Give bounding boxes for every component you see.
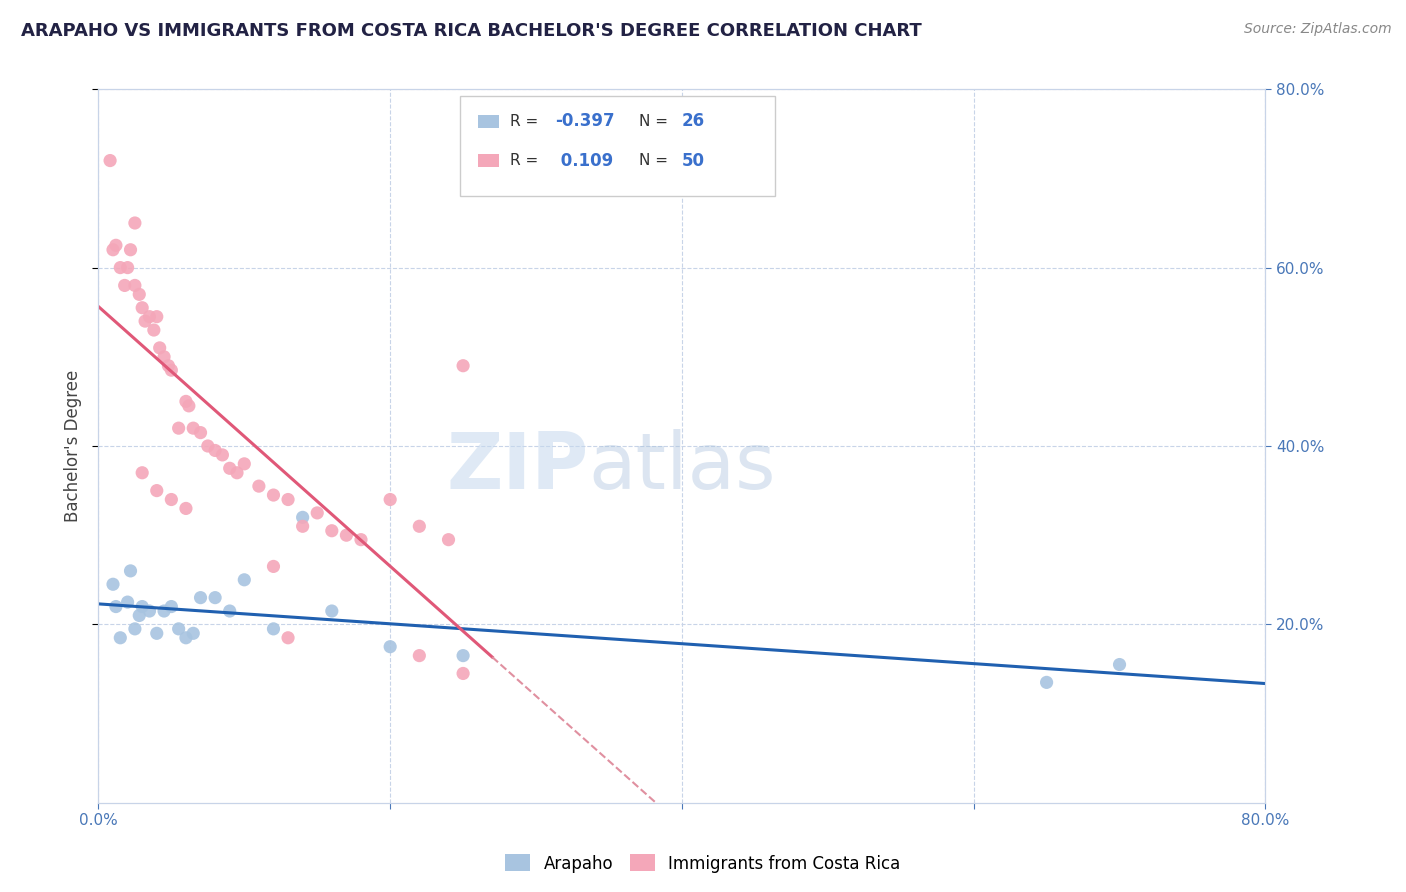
Point xyxy=(247,479,270,493)
Point xyxy=(408,519,430,533)
Point xyxy=(149,341,172,355)
Point xyxy=(128,608,150,623)
Point xyxy=(233,573,256,587)
Text: ZIP: ZIP xyxy=(446,429,589,506)
Point xyxy=(181,421,204,435)
Point xyxy=(262,559,284,574)
Point xyxy=(124,278,146,293)
Point xyxy=(153,604,176,618)
Bar xyxy=(460,96,775,196)
Point xyxy=(134,314,156,328)
Point xyxy=(120,243,142,257)
Point xyxy=(117,260,139,275)
Point xyxy=(110,260,132,275)
Point xyxy=(104,238,127,252)
Point xyxy=(378,640,402,654)
Point xyxy=(262,488,284,502)
Text: 26: 26 xyxy=(682,112,704,130)
Point xyxy=(131,599,153,614)
Y-axis label: Bachelor's Degree: Bachelor's Degree xyxy=(63,370,82,522)
Point xyxy=(277,631,299,645)
Point xyxy=(124,622,146,636)
Point xyxy=(131,301,153,315)
Point xyxy=(138,310,160,324)
Text: 50: 50 xyxy=(682,152,704,169)
Point xyxy=(218,604,240,618)
Point xyxy=(177,399,200,413)
Text: 0.109: 0.109 xyxy=(555,152,613,169)
Point xyxy=(117,595,139,609)
Point xyxy=(335,528,357,542)
Point xyxy=(128,287,150,301)
Bar xyxy=(478,154,499,167)
Bar xyxy=(478,115,499,128)
Text: N =: N = xyxy=(638,114,672,128)
Text: R =: R = xyxy=(510,114,544,128)
Point xyxy=(321,524,343,538)
Point xyxy=(138,604,160,618)
Point xyxy=(408,648,430,663)
Point xyxy=(146,626,169,640)
Point xyxy=(104,599,127,614)
Point xyxy=(451,359,474,373)
Point xyxy=(262,622,284,636)
Text: atlas: atlas xyxy=(589,429,776,506)
Point xyxy=(437,533,460,547)
Point xyxy=(167,622,190,636)
Text: N =: N = xyxy=(638,153,672,168)
Point xyxy=(321,604,343,618)
Point xyxy=(190,591,212,605)
Point xyxy=(124,216,146,230)
Point xyxy=(167,421,190,435)
Point xyxy=(190,425,212,440)
Point xyxy=(226,466,249,480)
Point xyxy=(114,278,136,293)
Point xyxy=(277,492,299,507)
Text: -0.397: -0.397 xyxy=(555,112,614,130)
Point xyxy=(233,457,256,471)
Point xyxy=(181,626,204,640)
Point xyxy=(146,483,169,498)
Point xyxy=(157,359,180,373)
Point xyxy=(153,350,176,364)
Point xyxy=(174,501,197,516)
Point xyxy=(174,631,197,645)
Point xyxy=(160,492,183,507)
Point xyxy=(291,519,314,533)
Point xyxy=(174,394,197,409)
Point xyxy=(120,564,142,578)
Point xyxy=(451,666,474,681)
Point xyxy=(146,310,169,324)
Point xyxy=(98,153,121,168)
Point xyxy=(142,323,165,337)
Point xyxy=(110,631,132,645)
Point xyxy=(131,466,153,480)
Point xyxy=(378,492,402,507)
Point xyxy=(101,243,124,257)
Text: ARAPAHO VS IMMIGRANTS FROM COSTA RICA BACHELOR'S DEGREE CORRELATION CHART: ARAPAHO VS IMMIGRANTS FROM COSTA RICA BA… xyxy=(21,22,922,40)
Point xyxy=(101,577,124,591)
Point xyxy=(211,448,233,462)
Point xyxy=(291,510,314,524)
Point xyxy=(1108,657,1130,672)
Point xyxy=(197,439,219,453)
Legend: Arapaho, Immigrants from Costa Rica: Arapaho, Immigrants from Costa Rica xyxy=(499,847,907,880)
Point xyxy=(307,506,329,520)
Point xyxy=(160,363,183,377)
Point xyxy=(218,461,240,475)
Point xyxy=(204,443,226,458)
Point xyxy=(204,591,226,605)
Point xyxy=(1035,675,1057,690)
Point xyxy=(160,599,183,614)
Text: R =: R = xyxy=(510,153,548,168)
Point xyxy=(350,533,373,547)
Text: Source: ZipAtlas.com: Source: ZipAtlas.com xyxy=(1244,22,1392,37)
Point xyxy=(451,648,474,663)
